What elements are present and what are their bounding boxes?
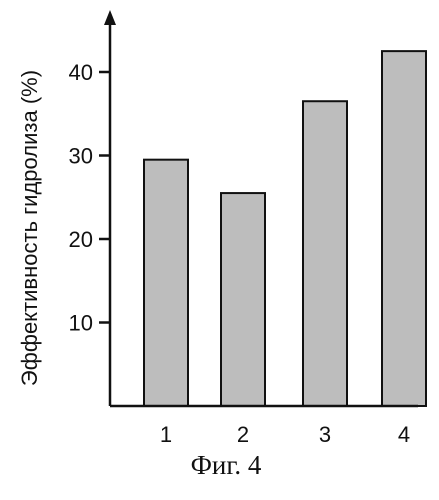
x-tick-label-4: 4 (398, 422, 410, 447)
y-tick-label-40: 40 (69, 60, 93, 85)
y-tick-label-20: 20 (69, 227, 93, 252)
x-tick-label-3: 3 (319, 422, 331, 447)
bar-4 (381, 50, 427, 407)
y-tick-label-10: 10 (69, 311, 93, 336)
y-axis-label: Эффективность гидролиза (%) (17, 70, 42, 386)
bar-1 (143, 158, 189, 407)
bar-3 (302, 100, 348, 407)
x-tick-label-2: 2 (237, 422, 249, 447)
y-ticks-group: 10 20 30 40 (69, 60, 110, 336)
figure-caption: Фиг. 4 (191, 450, 262, 480)
bar-2 (220, 192, 266, 407)
x-tick-label-1: 1 (160, 422, 172, 447)
y-axis-arrow (104, 10, 116, 25)
x-ticks-group: 1 2 3 4 (160, 422, 410, 447)
bars-group (143, 50, 427, 407)
y-tick-label-30: 30 (69, 144, 93, 169)
